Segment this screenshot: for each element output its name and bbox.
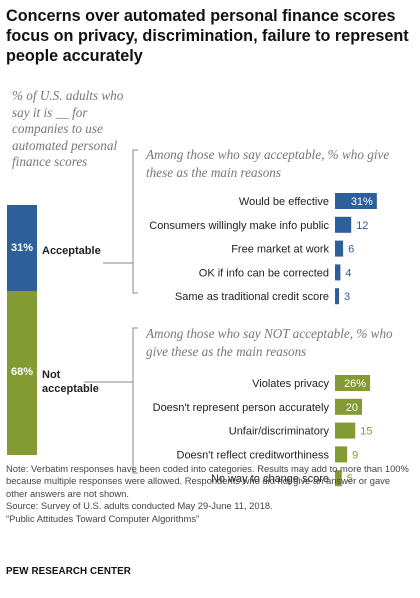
value-label-doesn-t-reflect-creditworthiness: 9 bbox=[352, 449, 358, 461]
category-label-consumers-willingly-make-info-public: Consumers willingly make info public bbox=[149, 220, 329, 232]
stacked-segment-not-acceptable: 68% bbox=[7, 291, 37, 455]
stacked-value-not-acceptable: 68% bbox=[10, 366, 34, 378]
bar-would-be-effective bbox=[335, 193, 377, 209]
chart-subtitle: % of U.S. adults who say it is __ for co… bbox=[12, 88, 124, 169]
bar-doesn-t-reflect-creditworthiness bbox=[335, 446, 348, 463]
category-label-ok-if-info-can-be-corrected: OK if info can be corrected bbox=[199, 267, 329, 279]
category-label-doesn-t-reflect-creditworthiness: Doesn't reflect creditworthiness bbox=[177, 449, 330, 461]
value-label-unfair-discriminatory: 15 bbox=[360, 426, 372, 438]
category-label-unfair-discriminatory: Unfair/discriminatory bbox=[229, 426, 330, 438]
bar-doesn-t-represent-person-accurately bbox=[335, 398, 362, 415]
bar-same-as-traditional-credit-score bbox=[335, 288, 340, 305]
bar-violates-privacy bbox=[335, 375, 371, 391]
bar-ok-if-info-can-be-corrected bbox=[335, 264, 341, 281]
bar-free-market-at-work bbox=[335, 240, 344, 257]
category-label-would-be-effective: Would be effective bbox=[239, 196, 329, 208]
bar-consumers-willingly-make-info-public bbox=[335, 216, 352, 233]
category-label-violates-privacy: Violates privacy bbox=[252, 378, 329, 390]
value-label-consumers-willingly-make-info-public: 12 bbox=[356, 220, 368, 232]
bracket-acceptable bbox=[132, 149, 138, 294]
value-label-ok-if-info-can-be-corrected: 4 bbox=[345, 267, 351, 279]
category-label-free-market-at-work: Free market at work bbox=[231, 244, 329, 256]
pew-credit: PEW RESEARCH CENTER bbox=[6, 566, 131, 577]
bracket-not-acceptable bbox=[132, 327, 138, 474]
note-text: Note: Verbatim responses have been coded… bbox=[6, 463, 409, 499]
value-label-same-as-traditional-credit-score: 3 bbox=[344, 291, 350, 303]
category-label-doesn-t-represent-person-accurately: Doesn't represent person accurately bbox=[153, 402, 330, 414]
bar-unfair-discriminatory bbox=[335, 422, 356, 439]
stacked-segment-acceptable: 31% bbox=[7, 205, 37, 291]
category-label-no-way-to-change-score: No way to change score bbox=[211, 473, 329, 485]
chart-title: Concerns over automated personal finance… bbox=[6, 7, 409, 65]
group-heading-not-acceptable: Among those who say NOT acceptable, % wh… bbox=[146, 326, 393, 359]
chart-notes: Note: Verbatim responses have been coded… bbox=[6, 463, 414, 525]
value-label-violates-privacy: 26% bbox=[344, 378, 366, 390]
source-text: Source: Survey of U.S. adults conducted … bbox=[6, 500, 273, 512]
stacked-label-acceptable: Acceptable bbox=[42, 245, 101, 257]
value-label-no-way-to-change-score: 5 bbox=[347, 473, 353, 485]
category-label-same-as-traditional-credit-score: Same as traditional credit score bbox=[175, 291, 329, 303]
value-label-doesn-t-represent-person-accurately: 20 bbox=[346, 402, 358, 414]
stacked-value-acceptable: 31% bbox=[10, 242, 34, 254]
value-label-free-market-at-work: 6 bbox=[348, 244, 354, 256]
group-heading-acceptable: Among those who say acceptable, % who gi… bbox=[146, 147, 390, 180]
report-title: “Public Attitudes Toward Computer Algori… bbox=[6, 512, 200, 524]
bar-no-way-to-change-score bbox=[335, 470, 342, 487]
value-label-would-be-effective: 31% bbox=[351, 196, 373, 208]
